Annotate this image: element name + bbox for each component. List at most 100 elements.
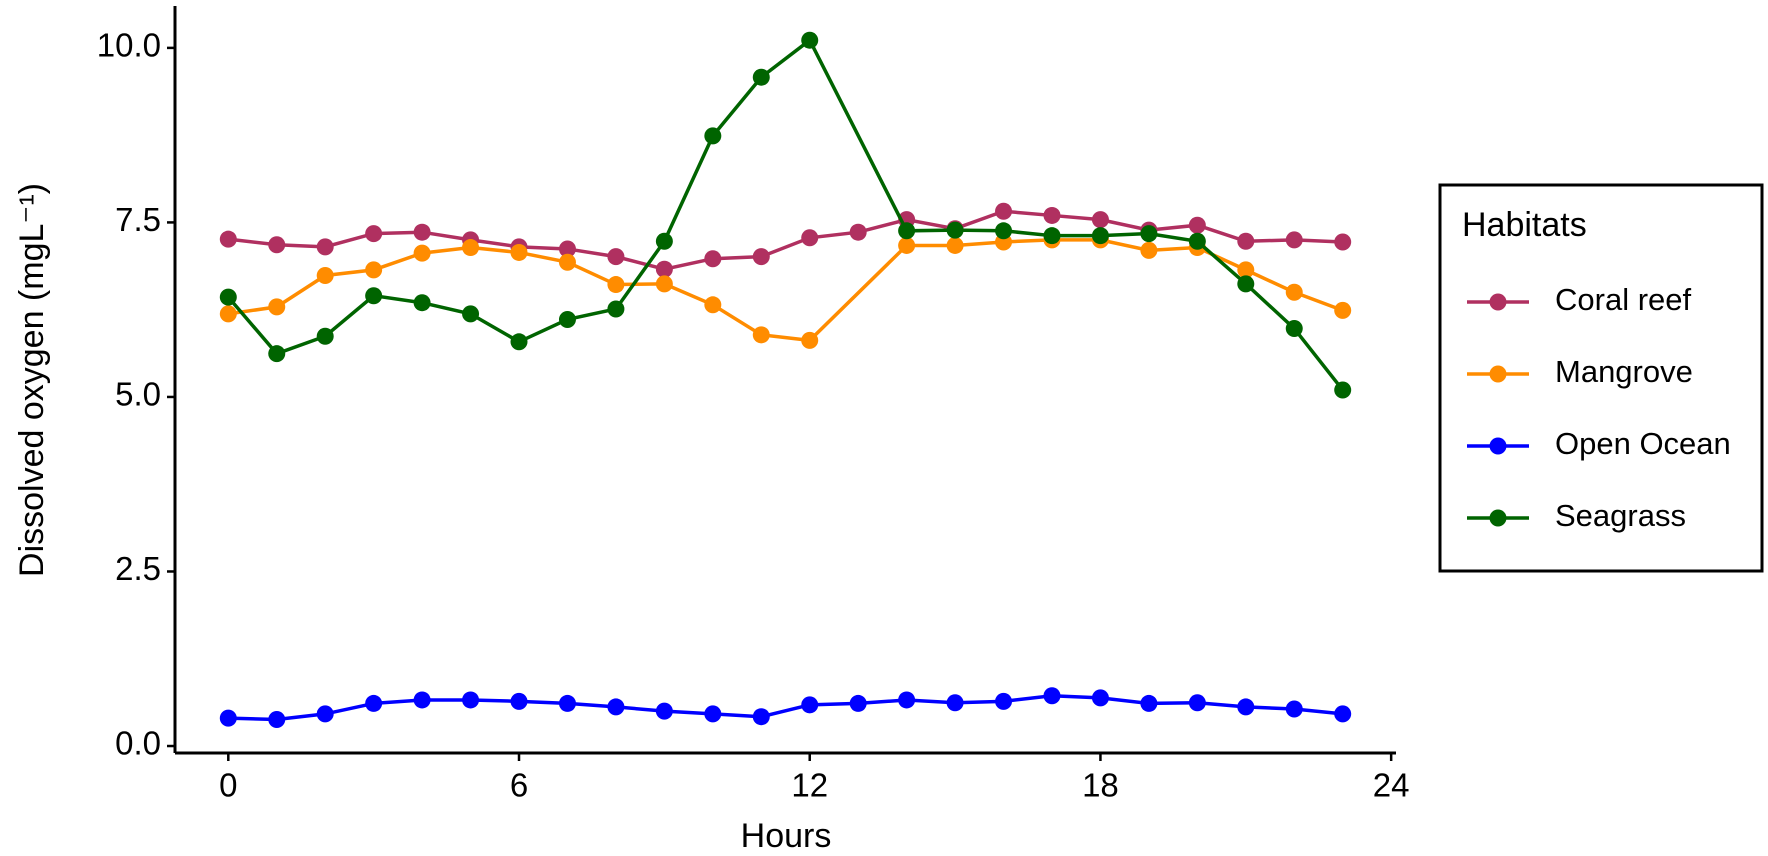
data-point <box>801 31 819 49</box>
legend-label: Mangrove <box>1555 354 1693 389</box>
data-point <box>752 708 770 726</box>
data-point <box>1091 211 1109 229</box>
y-tick-label: 2.5 <box>115 550 161 587</box>
data-point <box>365 287 383 305</box>
data-point <box>801 229 819 247</box>
data-point <box>558 253 576 271</box>
x-tick-label: 18 <box>1082 767 1119 804</box>
data-point <box>1334 301 1352 319</box>
y-tick-label: 10.0 <box>97 27 161 64</box>
data-point <box>510 333 528 351</box>
data-point <box>558 240 576 258</box>
y-tick-label: 5.0 <box>115 376 161 413</box>
data-point <box>1285 700 1303 718</box>
x-tick-label: 0 <box>219 767 237 804</box>
y-tick-label: 0.0 <box>115 725 161 762</box>
x-axis-label: Hours <box>741 817 832 855</box>
data-point <box>704 250 722 268</box>
data-point <box>219 305 237 323</box>
data-point <box>655 260 673 278</box>
data-point <box>316 238 334 256</box>
data-point <box>219 230 237 248</box>
data-point <box>607 300 625 318</box>
data-point <box>1334 233 1352 251</box>
data-point <box>1237 698 1255 716</box>
legend-label: Coral reef <box>1555 282 1691 317</box>
x-tick-label: 6 <box>510 767 528 804</box>
data-point <box>316 705 334 723</box>
data-point <box>558 310 576 328</box>
data-point <box>462 305 480 323</box>
data-point <box>1043 206 1061 224</box>
data-point <box>898 236 916 254</box>
data-point <box>1237 232 1255 250</box>
data-point <box>365 225 383 243</box>
x-tick-label: 12 <box>791 767 828 804</box>
data-point <box>1188 232 1206 250</box>
data-point <box>219 709 237 727</box>
data-point <box>219 288 237 306</box>
legend-label: Seagrass <box>1555 498 1686 533</box>
data-point <box>607 248 625 266</box>
data-point <box>752 68 770 86</box>
data-point <box>365 261 383 279</box>
data-point <box>704 705 722 723</box>
legend-marker <box>1489 365 1507 383</box>
data-point <box>898 222 916 240</box>
data-point <box>1043 687 1061 705</box>
data-point <box>752 326 770 344</box>
data-point <box>704 296 722 314</box>
data-point <box>801 331 819 349</box>
data-point <box>849 223 867 241</box>
data-point <box>268 710 286 728</box>
data-point <box>1091 227 1109 245</box>
data-point <box>946 694 964 712</box>
series-line <box>228 238 1344 343</box>
legend-marker <box>1489 293 1507 311</box>
data-point <box>655 275 673 293</box>
data-point <box>1334 705 1352 723</box>
data-point <box>1334 381 1352 399</box>
data-point <box>1285 283 1303 301</box>
y-tick-label: 7.5 <box>115 201 161 238</box>
data-point <box>607 276 625 294</box>
data-point <box>316 266 334 284</box>
data-point <box>995 202 1013 220</box>
data-point <box>1043 227 1061 245</box>
data-point <box>1188 694 1206 712</box>
data-point <box>801 696 819 714</box>
legend-label: Open Ocean <box>1555 426 1731 461</box>
data-point <box>365 694 383 712</box>
data-point <box>413 691 431 709</box>
data-point <box>558 694 576 712</box>
data-point <box>413 294 431 312</box>
legend-marker <box>1489 437 1507 455</box>
data-point <box>1091 689 1109 707</box>
data-point <box>268 345 286 363</box>
data-point <box>268 236 286 254</box>
data-point <box>268 298 286 316</box>
data-point <box>607 698 625 716</box>
data-point <box>510 243 528 261</box>
series-line <box>228 693 1343 722</box>
data-point <box>1237 275 1255 293</box>
data-point <box>752 248 770 266</box>
data-point <box>1237 261 1255 279</box>
data-point <box>1140 694 1158 712</box>
data-point <box>1140 225 1158 243</box>
legend-title: Habitats <box>1462 206 1587 244</box>
legend-marker <box>1489 509 1507 527</box>
data-point <box>898 691 916 709</box>
y-axis-label: Dissolved oxygen (mgL⁻¹) <box>13 183 51 577</box>
data-point <box>946 221 964 239</box>
data-point <box>655 232 673 250</box>
data-point <box>413 223 431 241</box>
data-point <box>462 239 480 257</box>
data-point <box>995 692 1013 710</box>
data-point <box>510 692 528 710</box>
data-point <box>704 127 722 145</box>
data-point <box>1140 241 1158 259</box>
data-point <box>316 327 334 345</box>
data-point <box>1188 216 1206 234</box>
